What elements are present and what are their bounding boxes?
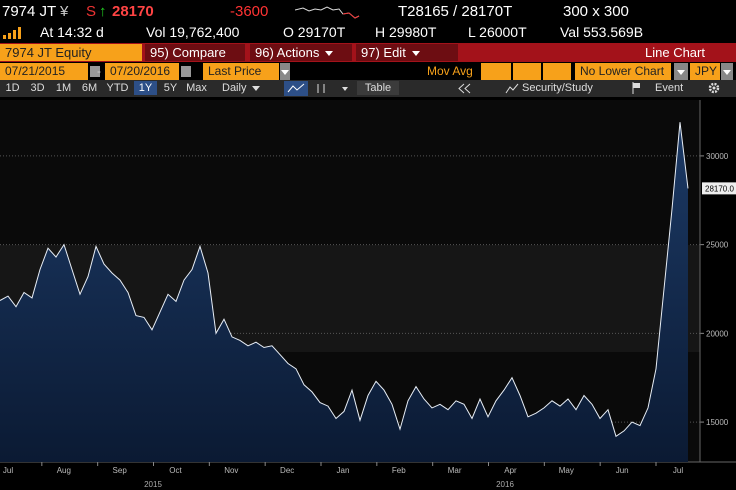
- ticker: 7974 JT: [2, 3, 57, 20]
- security-study[interactable]: Security/Study: [522, 82, 593, 94]
- mov-avg-field[interactable]: [543, 63, 571, 80]
- edit-button[interactable]: 97) Edit: [356, 44, 458, 61]
- chart: 2015 2016 15000 20000 25000 30000 Jul Aug Sep O…: [0, 100, 736, 489]
- area: [0, 122, 688, 462]
- period-button[interactable]: 1M: [55, 82, 72, 94]
- study-icon: [505, 83, 519, 94]
- period-button[interactable]: 1Y: [134, 81, 157, 95]
- label: 97) Edit: [361, 45, 406, 60]
- frequency[interactable]: Daily: [222, 81, 278, 95]
- x-tick-label: Jun: [616, 466, 629, 475]
- period-button[interactable]: 6M: [81, 82, 98, 94]
- currency-select[interactable]: JPY: [690, 63, 720, 80]
- arrow: ↑: [99, 3, 107, 20]
- x-tick-label: Aug: [57, 466, 71, 475]
- high: H 29980T: [375, 24, 437, 40]
- period-button[interactable]: Max: [186, 82, 207, 94]
- bid-ask: T28165 / 28170T: [398, 3, 513, 20]
- chart-type: Line Chart: [645, 45, 705, 60]
- x-tick-label: Mar: [448, 466, 462, 475]
- x-tick-label: Feb: [392, 466, 406, 475]
- label: Daily: [222, 82, 247, 94]
- calendar-icon[interactable]: [181, 66, 191, 77]
- x-tick-label: Sep: [113, 466, 128, 475]
- x-tick-label: Dec: [280, 466, 294, 475]
- year-label: 2015: [144, 480, 162, 489]
- period-button[interactable]: 1D: [5, 82, 20, 94]
- x-tick-label: Oct: [169, 466, 182, 475]
- field[interactable]: Last Price: [203, 63, 279, 80]
- period-button[interactable]: YTD: [106, 82, 129, 94]
- y-tick-label: 25000: [706, 241, 729, 250]
- time: At 14:32 d: [40, 24, 104, 40]
- x-tick-label: Jul: [673, 466, 683, 475]
- price: 28170: [112, 3, 154, 20]
- x-tick-label: May: [559, 466, 574, 475]
- year-label: 2016: [496, 480, 514, 489]
- period-button[interactable]: 5Y: [163, 82, 178, 94]
- lower-dropdown[interactable]: [674, 63, 688, 80]
- change: -3600: [230, 3, 269, 20]
- separator: -: [97, 64, 101, 78]
- end-date[interactable]: 07/20/2016: [105, 63, 179, 80]
- compare-button[interactable]: 95) Compare: [145, 44, 245, 61]
- open: O 29170T: [283, 24, 346, 40]
- label: 96) Actions: [255, 45, 320, 60]
- x-tick-label: Jan: [337, 466, 350, 475]
- y-tick-label: 15000: [706, 418, 729, 427]
- lower-chart[interactable]: No Lower Chart: [575, 63, 671, 80]
- settings-icon[interactable]: [708, 82, 720, 94]
- actions-button[interactable]: 96) Actions: [250, 44, 352, 61]
- period-button[interactable]: 3D: [30, 82, 45, 94]
- last-value-label: 28170.0: [705, 184, 734, 193]
- low: L 26000T: [468, 24, 527, 40]
- y-tick-label: 30000: [706, 152, 729, 161]
- mov-avg: Mov Avg: [427, 64, 473, 78]
- x-tick-label: Nov: [224, 466, 238, 475]
- field-dropdown[interactable]: [280, 63, 290, 80]
- value-traded: Val 553.569B: [560, 24, 644, 40]
- size: 300 x 300: [563, 3, 629, 20]
- sparkline: [295, 6, 360, 19]
- price-line: [0, 122, 689, 438]
- calendar-icon[interactable]: [90, 66, 100, 77]
- x-tick-label: Jul: [3, 466, 13, 475]
- mov-avg-field[interactable]: [513, 63, 541, 80]
- currency-dropdown[interactable]: [721, 63, 733, 80]
- currency: ¥: [60, 3, 69, 20]
- event-button[interactable]: Event: [655, 82, 684, 94]
- last-value-box: [702, 182, 736, 195]
- volume: Vol 19,762,400: [146, 24, 240, 40]
- flag-icon: [632, 82, 640, 94]
- mov-avg-field[interactable]: [481, 63, 511, 80]
- table-button[interactable]: Table: [357, 81, 399, 95]
- tool-icons[interactable]: [284, 81, 349, 96]
- y-tick-label: 20000: [706, 329, 729, 338]
- start-date[interactable]: 07/21/2015: [0, 63, 88, 80]
- collapse-icon[interactable]: [455, 81, 475, 96]
- status: S: [86, 3, 97, 20]
- security[interactable]: 7974 JT Equity: [0, 44, 142, 61]
- x-tick-label: Apr: [504, 466, 517, 475]
- signal-icon: [3, 27, 21, 39]
